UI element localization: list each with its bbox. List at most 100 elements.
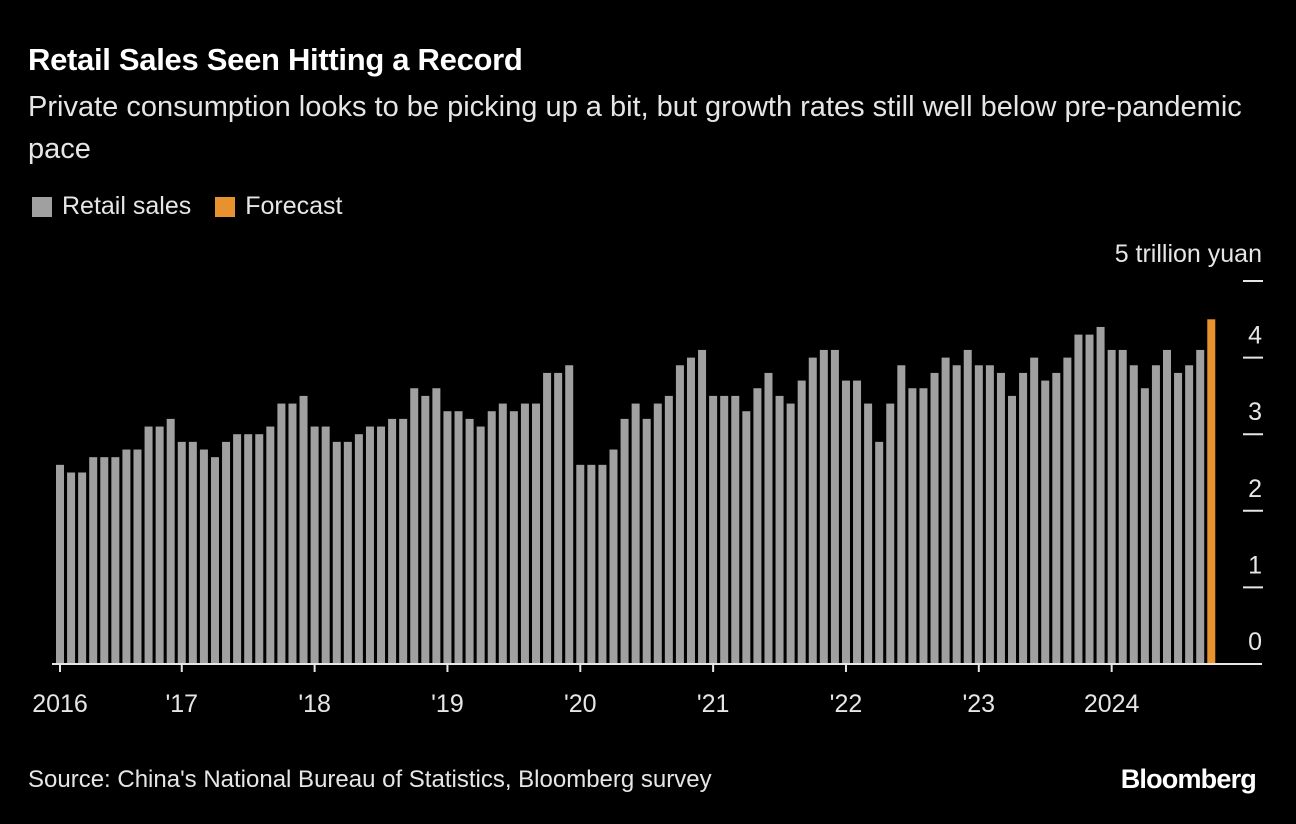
bar-retail-sales — [1185, 365, 1194, 664]
bar-retail-sales — [1096, 326, 1105, 664]
bar-retail-sales — [321, 426, 330, 664]
bar-retail-sales — [698, 349, 707, 664]
x-tick-label: '18 — [298, 690, 331, 718]
bar-retail-sales — [465, 418, 474, 664]
y-tick-label: 2 — [1248, 475, 1262, 503]
legend-label: Retail sales — [62, 192, 192, 220]
bar-retail-sales — [1041, 380, 1050, 664]
bar-retail-sales — [177, 441, 186, 664]
y-tick-label: 4 — [1248, 322, 1262, 350]
x-tick-label: 2016 — [32, 690, 88, 718]
bar-retail-sales — [1019, 372, 1028, 664]
bar-retail-sales — [78, 472, 87, 664]
y-axis-label: 5 trillion yuan — [1115, 240, 1262, 268]
chart-subtitle: Private consumption looks to be picking … — [28, 91, 1242, 165]
bar-retail-sales — [100, 457, 109, 664]
bar-retail-sales — [808, 357, 817, 664]
bar-retail-sales — [897, 365, 906, 664]
bar-retail-sales — [587, 464, 596, 664]
x-axis: 2016 '17 '18 '19 '20 '21 '22 '23 2024 — [32, 663, 1262, 718]
bar-retail-sales — [1107, 349, 1116, 664]
bar-retail-sales — [1163, 349, 1171, 664]
bar-retail-sales — [841, 380, 850, 664]
legend: Retail sales Forecast — [32, 192, 367, 221]
bar-retail-sales — [875, 441, 884, 664]
x-tick-label: '20 — [564, 690, 597, 718]
bar-retail-sales — [1174, 372, 1183, 664]
bar-retail-sales — [421, 395, 430, 664]
bar-retail-sales — [543, 372, 552, 664]
legend-item-forecast: Forecast — [215, 192, 343, 221]
source-note: Source: China's National Bureau of Stati… — [28, 766, 712, 793]
bar-retail-sales — [631, 403, 640, 664]
bar-retail-sales — [443, 411, 452, 664]
bar-retail-sales — [554, 372, 563, 664]
bar-retail-sales — [653, 403, 662, 664]
legend-swatch-retail-sales — [32, 196, 52, 217]
bar-retail-sales — [753, 388, 762, 664]
bar-retail-sales — [952, 365, 961, 664]
bar-retail-sales — [67, 472, 76, 664]
x-tick-label: '21 — [697, 690, 730, 718]
bar-retail-sales — [509, 411, 518, 664]
y-tick-label: 0 — [1248, 628, 1262, 656]
bar-retail-sales — [487, 411, 496, 664]
bar-retail-sales — [299, 395, 308, 664]
bar-retail-sales — [963, 349, 972, 664]
bar-retail-sales — [775, 395, 784, 664]
bar-retail-sales — [1063, 357, 1072, 664]
bar-retail-sales — [144, 426, 153, 664]
bar-retail-sales — [709, 395, 718, 664]
bar-retail-sales — [56, 464, 64, 664]
bar-retail-sales — [233, 434, 242, 664]
bar-retail-sales — [454, 411, 463, 664]
bar-retail-sales — [310, 426, 319, 664]
bar-retail-sales — [664, 395, 673, 664]
bar-retail-sales — [819, 349, 828, 664]
bar-retail-sales — [576, 464, 585, 664]
bar-retail-sales — [797, 380, 806, 664]
bar-retail-sales — [1196, 349, 1205, 664]
bar-retail-sales — [830, 349, 839, 664]
bar-retail-sales — [1129, 365, 1138, 664]
bar-retail-sales — [277, 403, 286, 664]
x-tick-label: '22 — [830, 690, 863, 718]
bar-retail-sales — [199, 449, 208, 664]
bar-retail-sales — [111, 457, 120, 664]
bar-retail-sales — [565, 365, 574, 664]
bar-retail-sales — [266, 426, 275, 664]
bar-retail-sales — [388, 418, 397, 664]
bar-retail-sales — [399, 418, 408, 664]
bar-retail-sales — [244, 434, 253, 664]
bar-retail-sales — [764, 372, 773, 664]
bar-retail-sales — [675, 365, 684, 664]
bar-retail-sales — [974, 365, 983, 664]
bar-retail-sales — [1008, 395, 1017, 664]
bars — [56, 319, 1216, 664]
bar-retail-sales — [742, 411, 751, 664]
bar-forecast — [1207, 319, 1216, 664]
bar-retail-sales — [1052, 372, 1061, 664]
bloomberg-logo: Bloomberg — [1120, 764, 1257, 794]
bar-retail-sales — [864, 403, 873, 664]
y-tick-label: 3 — [1248, 398, 1262, 426]
bar-retail-sales — [786, 403, 795, 664]
bar-retail-sales — [365, 426, 374, 664]
legend-swatch-forecast — [215, 196, 236, 217]
bar-retail-sales — [354, 434, 363, 664]
bar-retail-sales — [620, 418, 629, 664]
bar-retail-sales — [332, 441, 341, 664]
bar-retail-sales — [996, 372, 1005, 664]
bar-retail-sales — [498, 403, 507, 664]
bar-retail-sales — [930, 372, 939, 664]
bar-retail-sales — [919, 388, 928, 664]
x-tick-label: '19 — [431, 690, 464, 718]
bar-retail-sales — [686, 357, 695, 664]
legend-label: Forecast — [245, 192, 343, 220]
bar-retail-sales — [188, 441, 197, 664]
bar-retail-sales — [1030, 357, 1039, 664]
bar-retail-sales — [642, 418, 651, 664]
bar-retail-sales — [985, 365, 994, 664]
bar-retail-sales — [532, 403, 541, 664]
bar-retail-sales — [377, 426, 386, 664]
